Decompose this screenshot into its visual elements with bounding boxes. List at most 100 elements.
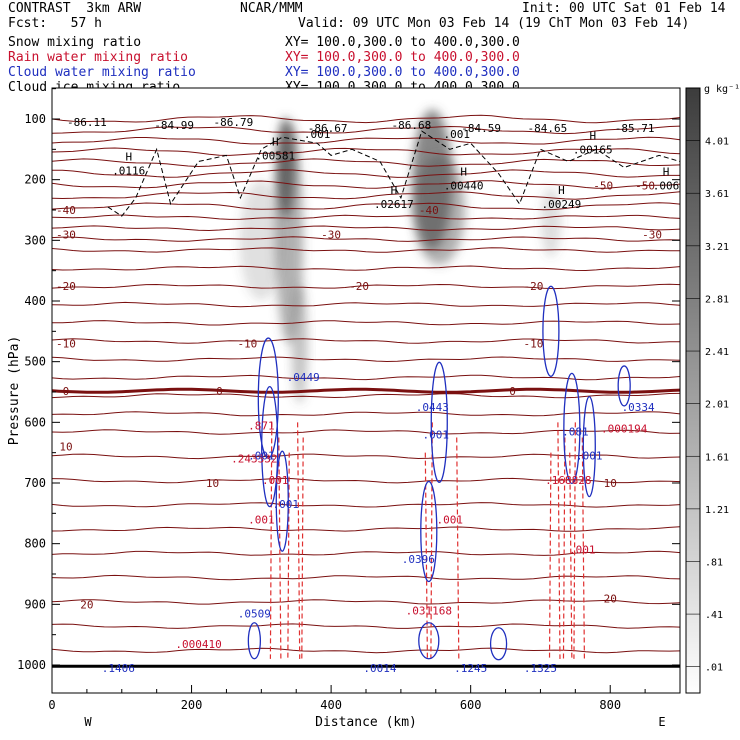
snow-shading-plume-2 [239,180,284,301]
isotherm-label: 0 [216,385,223,398]
rain-label: .001 [436,513,463,526]
rain-label: .001 [262,474,289,487]
y-tick-label: 700 [24,476,46,490]
cloud-water-label: .001 [248,450,275,463]
upper-label: -50 [635,180,655,193]
isotherm-line [52,136,680,145]
isotherm-line [52,599,680,605]
cloud-water-contour-0 [257,337,279,459]
snow-shading-plume-3 [291,283,308,404]
colorbar-level-label: 1.21 [705,505,729,516]
rain-streak [278,437,282,659]
isotherm-label: 10 [604,477,617,490]
field-cloudwater-name: Cloud water mixing ratio [8,65,196,80]
snow-max-marker: H [589,129,596,142]
rain-label: .000194 [601,422,648,435]
upper-label: -85.71 [615,122,655,135]
upper-label: -84.99 [154,119,194,132]
y-tick-label: 900 [24,597,46,611]
rain-label: .871 [248,419,275,432]
isotherm-label: 20 [604,592,617,605]
rain-streak [287,452,290,659]
isotherm-line [52,158,680,168]
freezing-level-line [52,387,680,394]
upper-label: -84.65 [528,122,568,135]
rain-streak [548,452,552,659]
isotherm-line [52,623,680,629]
upper-label: .001 [304,128,331,141]
field-rain-name: Rain water mixing ratio [8,50,189,65]
isotherm-line [52,574,680,581]
isotherm-line [52,338,680,344]
rain-streak [581,437,586,659]
isotherm-label: 10 [206,477,219,490]
cloud-water-label: .0334 [622,401,655,414]
cloud-water-label: .1245 [454,662,487,675]
snow-max-label: .00249 [542,198,582,211]
west-label: W [84,715,92,729]
cloud-water-label: .0509 [238,607,271,620]
field-snow-xy: XY= 100.0,300.0 to 400.0,300.0 [285,35,520,50]
isotherm-line [52,392,680,399]
colorbar-level-label: 1.61 [705,452,729,463]
isotherm-label: -40 [419,204,439,217]
colorbar-level-label: 3.61 [705,189,729,200]
cloud-water-contour-7 [582,395,596,498]
rain-label: .000410 [175,638,221,651]
valid-time: Valid: 09 UTC Mon 03 Feb 14 (19 ChT Mon … [298,16,690,31]
isotherm-line [52,356,680,363]
snow-max-label: .0116 [112,165,145,178]
field-snow-name: Snow mixing ratio [8,35,142,50]
snow-shading-plume-1 [275,124,304,345]
snow-max-marker: H [391,184,398,197]
isotherm-line [52,236,680,242]
forecast-hour: Fcst: 57 h [8,16,102,31]
rain-label: .031168 [406,604,452,617]
upper-label: -86.68 [391,119,431,132]
snow-max-label: .02617 [374,198,414,211]
cloud-water-contour-2 [275,450,289,552]
colorbar-level-label: 2.01 [705,400,729,411]
isotherm-line [52,411,680,417]
isotherm-label: 10 [59,441,72,454]
isotherm-line [52,147,680,156]
y-tick-label: 500 [24,355,46,369]
snow-max-marker: H [558,184,565,197]
y-tick-label: 800 [24,537,46,551]
snow-max-marker: H [663,166,670,179]
snow-max-label: .00440 [444,180,484,193]
isotherm-label: 0 [509,385,516,398]
isotherm-line [52,320,680,326]
rain-label: .001 [569,544,596,557]
x-tick-label: 0 [48,698,55,712]
y-tick-label: 200 [24,173,46,187]
isotherm-line [52,647,680,654]
field-cloudwater-xy: XY= 100.0,300.0 to 400.0,300.0 [285,65,520,80]
model-title: CONTRAST 3km ARW [8,1,142,16]
snow-shading-plume-6 [540,187,561,258]
upper-label: -86.67 [308,122,348,135]
cloud-water-label: .0014 [363,662,396,675]
y-axis-title: Pressure (hPa) [7,336,22,446]
cloud-water-contour-10 [489,627,508,661]
isotherm-line [52,265,680,272]
colorbar-level-label: 4.01 [705,137,729,148]
isotherm-label: 20 [80,598,93,611]
x-tick-label: 400 [320,698,342,712]
upper-label: -84.59 [461,122,501,135]
rain-label: .001 [248,513,275,526]
snow-shading-plume-5 [413,155,466,265]
isotherm-label: -30 [56,228,76,241]
cloud-water-label: .081 [562,425,589,438]
colorbar-level-label: 3.21 [705,242,729,253]
isotherm-line [52,283,680,290]
snow-max-marker: H [125,151,132,164]
colorbar-gradient [685,87,701,694]
cloud-water-contour-5 [542,285,560,377]
y-tick-label: 400 [24,294,46,308]
isotherm-label: -30 [321,228,341,241]
y-tick-label: 300 [24,233,46,247]
cloud-water-label: .001 [576,450,603,463]
cloud-water-label: .001 [273,498,300,511]
isotherm-line [52,225,680,232]
